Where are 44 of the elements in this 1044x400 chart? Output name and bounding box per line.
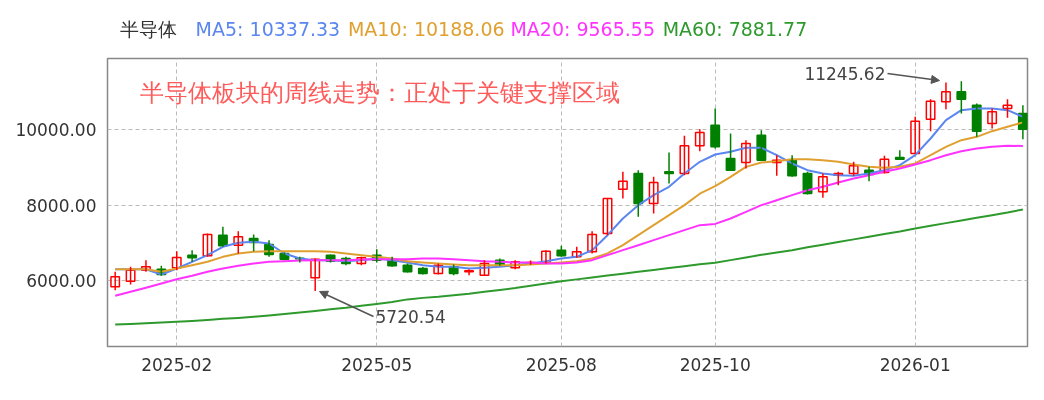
y-tick-label: 8000.00 bbox=[26, 195, 97, 216]
candlestick bbox=[617, 171, 628, 200]
x-tick-label: 2025-05 bbox=[341, 354, 413, 375]
x-tick-label: 2026-01 bbox=[879, 354, 951, 375]
text: MA10: 10188.06 bbox=[347, 17, 505, 40]
x-tick-label: 2025-02 bbox=[141, 354, 213, 375]
candlestick bbox=[679, 135, 690, 176]
candlestick bbox=[540, 249, 551, 265]
annotation: 半导体板块的周线走势：正处于关键支撑区域 bbox=[139, 78, 620, 107]
text: MA20: 9565.55 bbox=[510, 17, 655, 40]
candlestick bbox=[648, 176, 659, 215]
candlestick bbox=[910, 116, 921, 155]
candlestick bbox=[940, 81, 951, 110]
candlestick bbox=[771, 154, 782, 177]
candlestick bbox=[187, 249, 198, 263]
candlestick bbox=[310, 257, 321, 292]
y-tick-label: 6000.00 bbox=[26, 271, 97, 292]
candlestick bbox=[694, 128, 705, 152]
candlestick bbox=[202, 232, 213, 258]
candlestick bbox=[587, 230, 598, 255]
y-tick-label: 10000.00 bbox=[15, 120, 97, 141]
candlestick bbox=[956, 80, 967, 115]
candlestick bbox=[1002, 98, 1013, 119]
candlestick bbox=[602, 197, 613, 236]
chart-title: 半导体 bbox=[119, 17, 177, 40]
candlestick bbox=[925, 98, 936, 132]
candlestick bbox=[110, 271, 121, 291]
line-series bbox=[114, 144, 1024, 297]
x-tick-label: 2025-08 bbox=[525, 354, 597, 375]
text: MA60: 7881.77 bbox=[662, 17, 808, 40]
annotation: 5720.54 bbox=[375, 307, 446, 327]
x-tick-label: 2025-10 bbox=[679, 354, 751, 375]
candlestick bbox=[740, 139, 751, 170]
line-series bbox=[114, 208, 1024, 326]
text: MA5: 10337.33 bbox=[195, 17, 341, 40]
candlestick bbox=[725, 132, 736, 171]
candlestick bbox=[987, 107, 998, 130]
candlestick bbox=[140, 259, 151, 273]
candlestick bbox=[233, 230, 244, 255]
candlestick bbox=[817, 172, 828, 199]
candlestick bbox=[171, 250, 182, 271]
annotation: 11245.62 bbox=[804, 64, 886, 84]
candlestick bbox=[464, 268, 475, 276]
candlestick bbox=[510, 259, 521, 270]
